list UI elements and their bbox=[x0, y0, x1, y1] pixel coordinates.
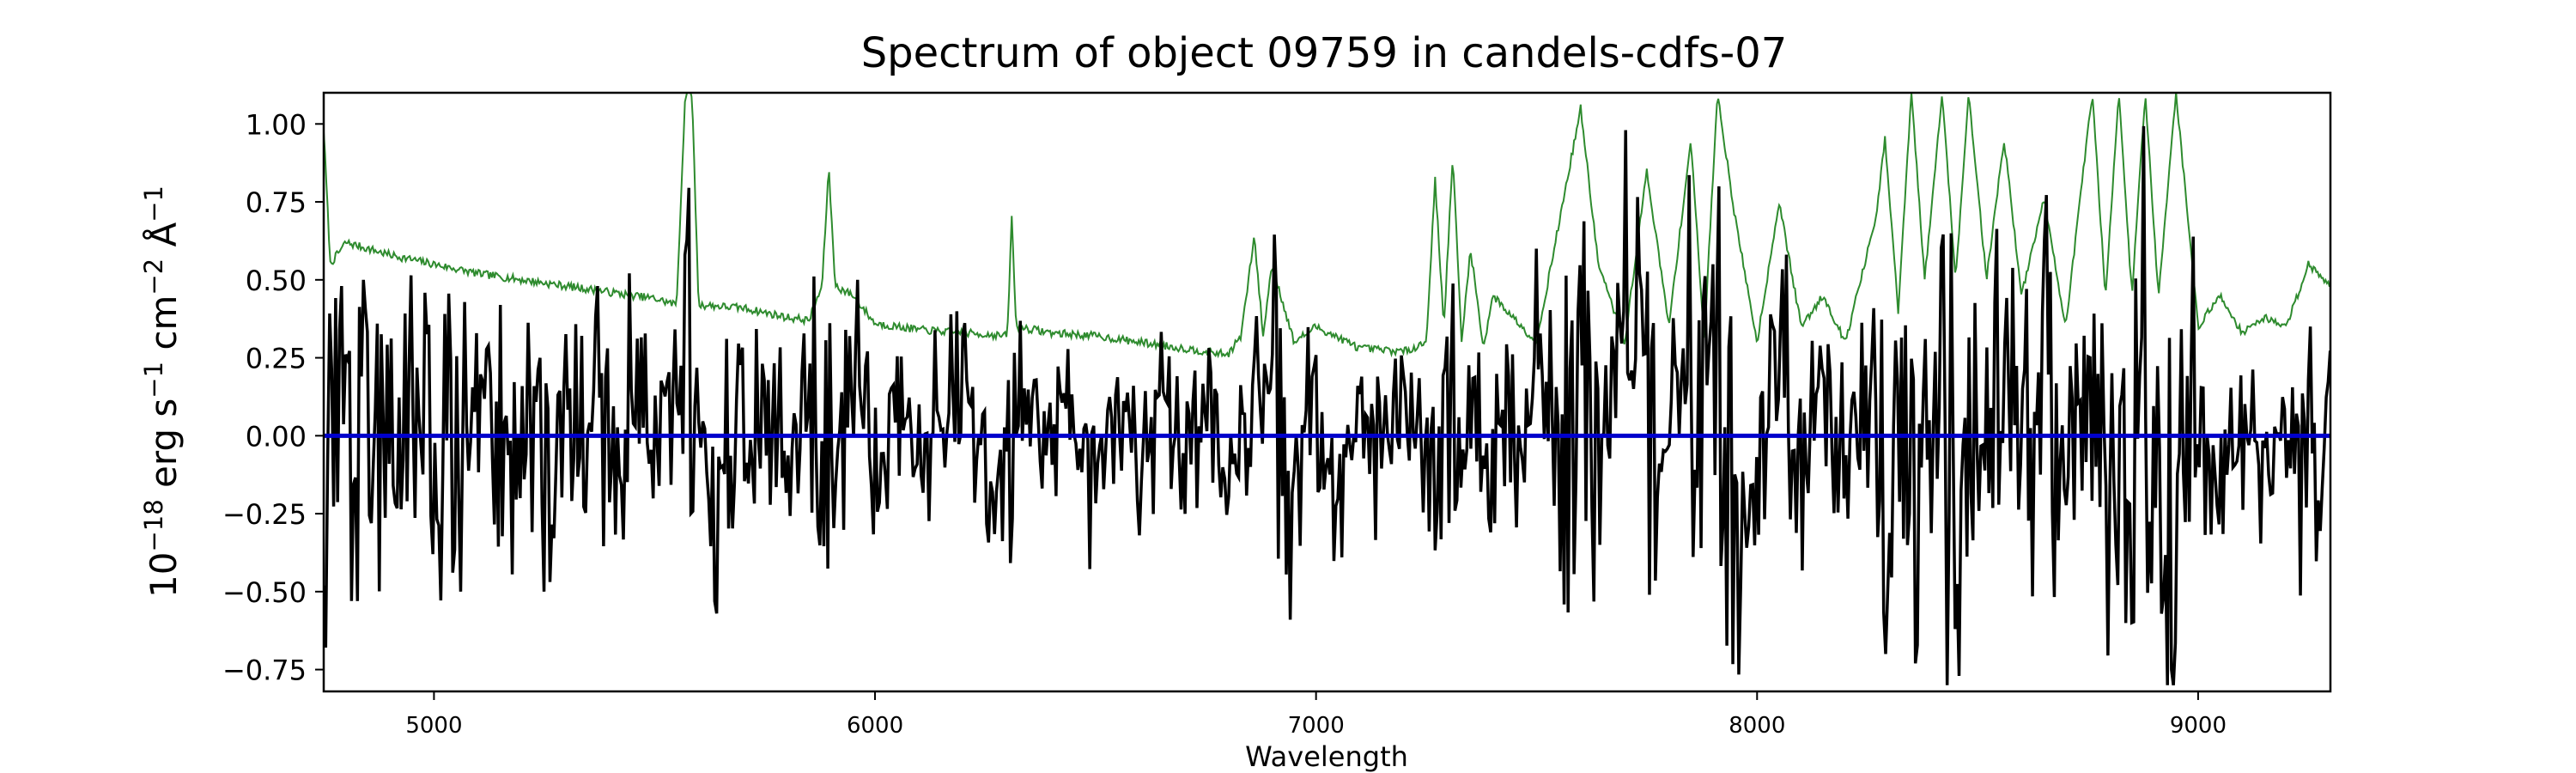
y-label-exp-1: −18 bbox=[139, 499, 168, 551]
x-tick-label: 7000 bbox=[1288, 713, 1345, 739]
y-tick-label: 0.50 bbox=[246, 265, 307, 297]
series-layer bbox=[324, 93, 2330, 685]
y-tick-label: −0.75 bbox=[222, 654, 307, 687]
x-tick-label: 5000 bbox=[405, 713, 462, 739]
y-axis-ticks: −0.75 −0.50 −0.25 0.00 0.25 0.50 0.75 1.00 bbox=[222, 108, 324, 687]
y-label-unit-3: Å bbox=[142, 222, 185, 259]
y-label-exp-4: −1 bbox=[139, 186, 168, 222]
y-label-unit-2: cm bbox=[143, 295, 185, 362]
flux-spectrum-line bbox=[324, 125, 2330, 685]
plot-frame bbox=[322, 91, 2332, 693]
y-label-exp-3: −2 bbox=[139, 259, 168, 295]
x-axis-ticks: 5000 6000 7000 8000 9000 bbox=[405, 691, 2227, 739]
y-label-exp-2: −1 bbox=[139, 362, 168, 399]
y-tick-label: −0.50 bbox=[222, 576, 307, 609]
x-axis-label: Wavelength bbox=[1245, 740, 1408, 773]
y-tick-label: −0.25 bbox=[222, 498, 307, 531]
y-tick-label: 0.75 bbox=[246, 186, 307, 219]
y-axis-label: 10−18 erg s−1 cm−2 Å−1 bbox=[139, 186, 185, 598]
x-tick-label: 9000 bbox=[2170, 713, 2227, 739]
y-tick-label: 0.00 bbox=[246, 420, 307, 453]
y-label-base: 10 bbox=[143, 552, 185, 598]
y-tick-label: 1.00 bbox=[246, 108, 307, 141]
y-label-unit-1: erg s bbox=[143, 399, 185, 500]
error-spectrum-line bbox=[324, 93, 2330, 359]
x-tick-label: 6000 bbox=[847, 713, 903, 739]
x-tick-label: 8000 bbox=[1728, 713, 1785, 739]
y-tick-label: 0.25 bbox=[246, 343, 307, 375]
chart-title: Spectrum of object 09759 in candels-cdfs… bbox=[861, 29, 1788, 77]
